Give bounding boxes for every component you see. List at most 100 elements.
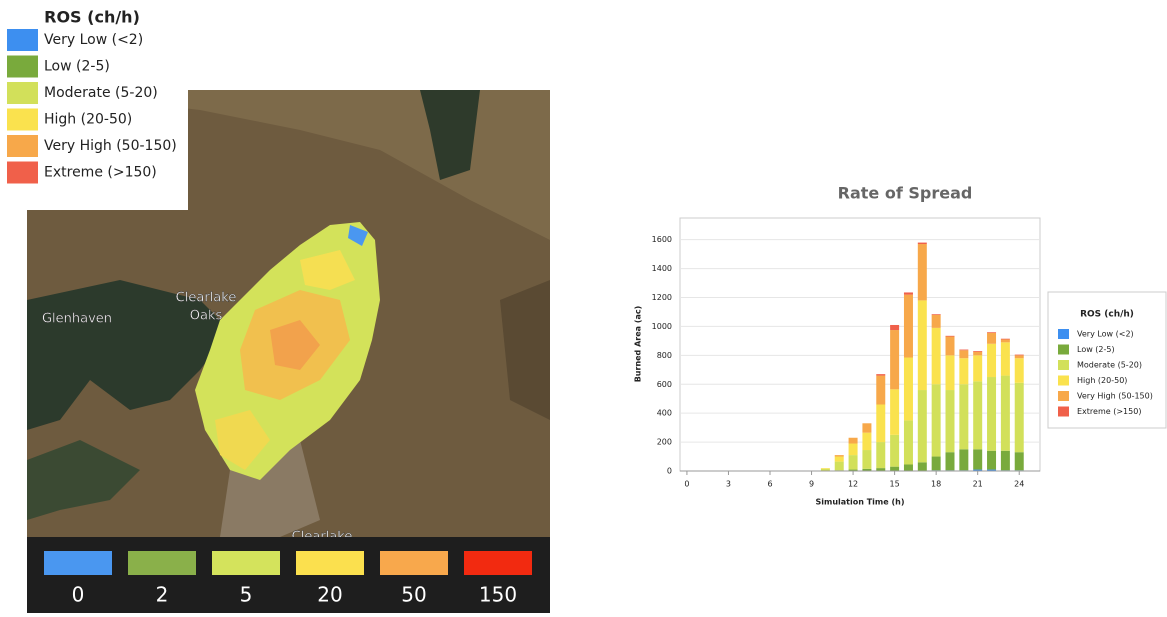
- legend-swatch: [1058, 376, 1069, 386]
- y-tick-label: 600: [657, 380, 672, 389]
- bar-segment: [946, 390, 955, 452]
- bar-segment: [1001, 451, 1010, 471]
- legend-label: High (20-50): [44, 112, 132, 128]
- x-tick-label: 6: [767, 480, 772, 489]
- bar-segment: [973, 381, 982, 449]
- scale-label: 0: [72, 583, 85, 607]
- bar-segment: [987, 333, 996, 344]
- legend-swatch: [7, 82, 38, 104]
- bar-segment: [1001, 339, 1010, 342]
- y-axis-label: Burned Area (ac): [634, 306, 643, 383]
- chart-legend-title: ROS (ch/h): [1080, 310, 1134, 320]
- bar-segment: [918, 462, 927, 471]
- bar-segment: [1015, 355, 1024, 356]
- bar-segment: [1001, 376, 1010, 451]
- bar-segment: [918, 300, 927, 390]
- bar-segment: [932, 457, 941, 471]
- bar-segment: [932, 328, 941, 384]
- scale-label: 50: [401, 583, 426, 607]
- x-tick-label: 9: [809, 480, 814, 489]
- bar-segment: [987, 332, 996, 333]
- bar-segment: [862, 433, 871, 450]
- x-axis-label: Simulation Time (h): [816, 498, 905, 507]
- x-tick-label: 24: [1014, 480, 1024, 489]
- y-tick-label: 1200: [652, 293, 672, 302]
- bar-segment: [890, 435, 899, 467]
- legend-label: Moderate (5-20): [1077, 361, 1142, 370]
- bar-segment: [835, 457, 844, 462]
- legend-label: Very Low (<2): [1077, 330, 1134, 339]
- bar-segment: [918, 243, 927, 244]
- bar-segment: [876, 376, 885, 405]
- legend-label: Very High (50-150): [44, 138, 177, 154]
- bar-segment: [987, 451, 996, 470]
- bar-segment: [876, 404, 885, 442]
- bar-segment: [932, 315, 941, 328]
- legend-label: Very Low (<2): [44, 32, 143, 48]
- scale-swatch: [212, 551, 280, 575]
- bar-segment: [1015, 383, 1024, 452]
- bar-segment: [1015, 452, 1024, 470]
- x-tick-label: 3: [726, 480, 731, 489]
- legend-label: High (20-50): [1077, 376, 1127, 385]
- bar-segment: [987, 344, 996, 377]
- legend-swatch: [1058, 329, 1069, 339]
- bar-segment: [959, 449, 968, 470]
- bar-segment: [890, 325, 899, 330]
- bar-segment: [890, 389, 899, 435]
- legend-swatch: [1058, 345, 1069, 355]
- bar-segment: [959, 358, 968, 384]
- scale-swatch: [296, 551, 364, 575]
- bar-segment: [918, 390, 927, 462]
- bar-segment: [862, 423, 871, 432]
- bar-segment: [890, 467, 899, 471]
- scale-label: 150: [479, 583, 517, 607]
- y-tick-label: 1600: [652, 235, 672, 244]
- legend-label: Low (2-5): [44, 59, 110, 75]
- legend-swatch: [7, 162, 38, 184]
- legend-label: Low (2-5): [1077, 345, 1115, 354]
- bar-segment: [1015, 358, 1024, 383]
- y-tick-label: 1400: [652, 264, 672, 273]
- bar-segment: [849, 444, 858, 456]
- bar-segment: [821, 468, 830, 469]
- bar-segment: [946, 355, 955, 390]
- x-tick-label: 15: [890, 480, 900, 489]
- bar-segment: [835, 462, 844, 471]
- bar-segment: [904, 295, 913, 358]
- scale-swatch: [128, 551, 196, 575]
- bar-segment: [849, 438, 858, 444]
- legend-label: Moderate (5-20): [44, 85, 158, 101]
- place-label: Glenhaven: [42, 312, 112, 327]
- bar-segment: [946, 336, 955, 337]
- scale-label: 2: [156, 583, 169, 607]
- bar-segment: [1001, 339, 1010, 340]
- legend-label: Extreme (>150): [1077, 407, 1141, 416]
- bar-segment: [904, 292, 913, 294]
- bar-segment: [849, 455, 858, 469]
- bar-segment: [959, 384, 968, 449]
- x-tick-label: 12: [848, 480, 858, 489]
- legend-swatch: [7, 56, 38, 78]
- legend-swatch: [7, 29, 38, 51]
- bar-segment: [973, 351, 982, 352]
- bar-segment: [904, 420, 913, 464]
- bar-segment: [973, 352, 982, 356]
- place-label: Clearlake: [176, 291, 237, 306]
- bar-segment: [876, 374, 885, 375]
- bar-segment: [904, 358, 913, 421]
- bar-segment: [932, 314, 941, 315]
- bar-segment: [987, 377, 996, 451]
- plot-area: [680, 218, 1040, 471]
- bar-segment: [932, 384, 941, 456]
- x-tick-label: 0: [684, 480, 689, 489]
- bar-segment: [862, 450, 871, 469]
- bar-segment: [890, 330, 899, 389]
- legend-swatch: [7, 109, 38, 131]
- legend-swatch: [7, 135, 38, 157]
- bar-segment: [959, 350, 968, 351]
- scale-swatch: [380, 551, 448, 575]
- y-tick-label: 800: [657, 351, 672, 360]
- x-tick-label: 21: [973, 480, 983, 489]
- bar-segment: [973, 355, 982, 381]
